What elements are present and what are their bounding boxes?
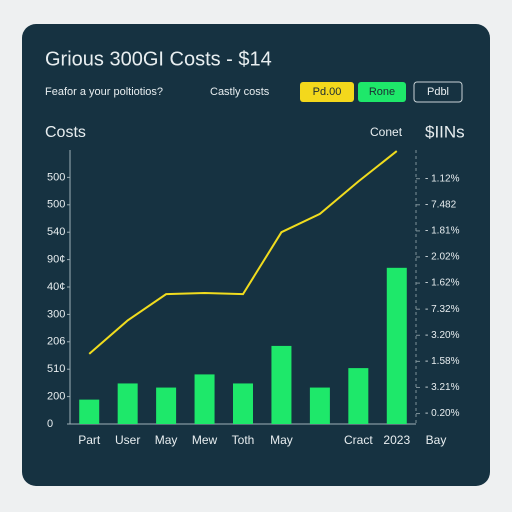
bar (348, 368, 369, 424)
title: Grious 300GI Costs - $14 (45, 48, 272, 70)
y2-tick-label: - 2.02% (425, 252, 460, 263)
y-tick-label: 40¢ (47, 281, 65, 293)
x-tick-label: Part (78, 433, 101, 447)
bar (309, 387, 330, 424)
button-yellow[interactable] (300, 82, 354, 102)
y2-axis-title: $IINs (425, 122, 465, 141)
x-tick-label: May (270, 433, 293, 447)
y-tick-label: 0 (47, 418, 53, 430)
x-tick-label: Cract (344, 433, 373, 447)
y2-tick-label: - 1.12% (425, 173, 460, 184)
y2-tick-label: - 7.482 (425, 199, 457, 210)
y-axis-label: Costs (45, 124, 86, 141)
bar (233, 383, 253, 424)
x-tick-label: Mew (192, 433, 218, 447)
y-tick-label: 206 (47, 336, 65, 348)
x-axis-label: Bay (426, 433, 447, 447)
bar (271, 345, 292, 424)
button-label[interactable]: Pdbl (427, 86, 449, 98)
y2-tick-label: - 3.21% (425, 382, 460, 393)
line (88, 150, 398, 355)
bar (156, 387, 177, 424)
y2-tick-label: - 1.58% (425, 356, 460, 367)
y-tick-label: 300 (47, 308, 65, 320)
x-tick-label: User (115, 433, 140, 447)
button-outline[interactable] (413, 81, 463, 103)
bar (117, 383, 138, 424)
subtitle: Feafor a your poltiotios? (45, 86, 163, 98)
y2-tick-label: - 1.62% (425, 278, 460, 289)
button-label[interactable]: Rone (369, 86, 395, 98)
x-tick-label: Toth (232, 433, 255, 447)
bar (79, 399, 100, 424)
y2-axis-label: Conet (370, 125, 403, 139)
y-tick-label: 540 (47, 226, 65, 238)
bar (194, 374, 215, 424)
bar (386, 267, 407, 424)
y2-tick-label: - 7.32% (425, 304, 460, 315)
x-tick-label: May (155, 433, 178, 447)
y2-tick-label: - 3.20% (425, 330, 460, 341)
y-tick-label: 90¢ (47, 254, 65, 266)
y2-tick-label: - 1.81% (425, 226, 460, 237)
button-green[interactable] (358, 82, 406, 102)
card (22, 24, 490, 486)
x-tick-label: 2023 (383, 433, 410, 447)
y-tick-label: 200 (47, 391, 65, 403)
y-tick-label: 500 (47, 171, 65, 183)
caption: Castly costs (210, 86, 270, 98)
y-tick-label: 510 (47, 363, 65, 375)
y-tick-label: 500 (47, 199, 65, 211)
y2-tick-label: - 0.20% (425, 408, 460, 419)
button-label[interactable]: Pd.00 (313, 86, 342, 98)
